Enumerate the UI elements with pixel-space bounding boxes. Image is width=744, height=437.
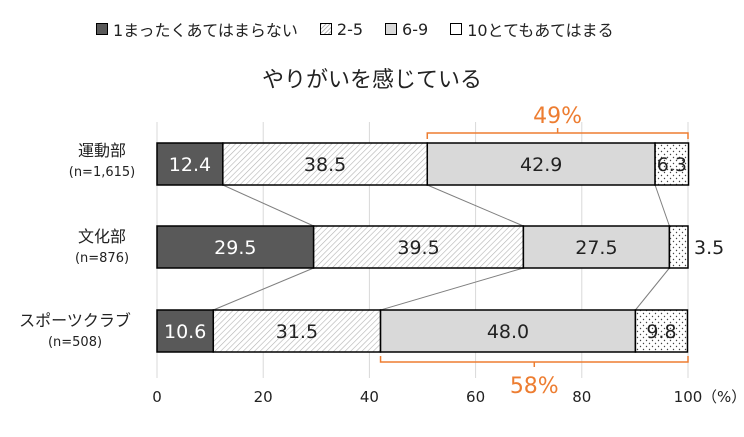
value-label: 27.5 — [575, 237, 617, 259]
bar-segment — [426, 142, 656, 186]
bar-segment — [156, 309, 215, 353]
bar-segment — [379, 309, 637, 353]
bar-segment — [668, 225, 689, 269]
category-name: 運動部 — [77, 141, 126, 160]
bracket-line — [379, 356, 689, 363]
bar-segment — [634, 309, 689, 353]
bracket-label: 58% — [510, 374, 559, 399]
bar-segment — [156, 142, 224, 186]
value-label: 39.5 — [397, 237, 439, 259]
legend-swatch-1 — [96, 23, 108, 35]
category-label-undoubu: 運動部 (n=1,615) — [40, 140, 164, 184]
bracket-line — [426, 132, 689, 139]
bar-segment — [156, 225, 315, 269]
value-label: 12.4 — [169, 154, 211, 176]
legend-swatch-3 — [385, 23, 398, 35]
legend-label-2: 2-5 — [336, 19, 364, 39]
bar-segment — [654, 142, 690, 186]
x-tick-label: 40 — [360, 388, 379, 406]
value-label: 6.3 — [657, 154, 687, 176]
value-label: 31.5 — [276, 321, 318, 343]
connector-line — [213, 267, 314, 311]
legend-item-2: 2-5 — [319, 19, 364, 39]
x-tick-label: 20 — [254, 388, 273, 406]
legend: 1まったくあてはまらない 2-5 6-9 10とてもあてはまる — [96, 17, 636, 41]
category-n: (n=876) — [74, 251, 130, 266]
x-tick-label: 100 — [674, 388, 703, 406]
connector-line — [380, 267, 524, 311]
legend-label-1: 1まったくあてはまらない — [113, 21, 298, 40]
bar-segment — [212, 309, 382, 353]
value-label: 38.5 — [304, 154, 346, 176]
legend-label-4: 10とてもあてはまる — [467, 21, 614, 40]
legend-item-1: 1まったくあてはまらない — [96, 17, 298, 41]
x-tick-label: 60 — [466, 388, 485, 406]
value-label: 9.8 — [646, 321, 676, 343]
connector-line — [635, 267, 670, 311]
legend-item-3: 6-9 — [385, 20, 428, 39]
x-tick-label: 80 — [572, 388, 591, 406]
legend-swatch-2 — [319, 23, 332, 35]
connector-line — [427, 184, 524, 227]
legend-swatch-4 — [450, 23, 463, 35]
chart-title: やりがいを感じている — [261, 68, 482, 93]
legend-label-3: 6-9 — [402, 19, 429, 39]
category-label-sports-club: スポーツクラブ (n=508) — [0, 310, 150, 354]
legend-item-4: 10とてもあてはまる — [450, 17, 614, 41]
category-n: (n=508) — [47, 335, 103, 350]
value-label: 48.0 — [487, 321, 529, 343]
bracket-label: 49% — [533, 104, 582, 129]
category-name: スポーツクラブ — [19, 311, 131, 330]
category-label-bunkabu: 文化部 (n=876) — [40, 226, 164, 270]
category-name: 文化部 — [77, 227, 126, 246]
value-label: 3.5 — [694, 237, 724, 259]
unit-label: （%） — [702, 388, 744, 406]
bar-segment — [522, 225, 671, 269]
x-tick-label: 0 — [152, 388, 162, 406]
category-n: (n=1,615) — [68, 165, 136, 180]
value-label: 10.6 — [164, 321, 206, 343]
connector-line — [654, 184, 670, 227]
connector-line — [222, 184, 314, 227]
value-label: 29.5 — [214, 237, 256, 259]
value-label: 42.9 — [520, 154, 562, 176]
